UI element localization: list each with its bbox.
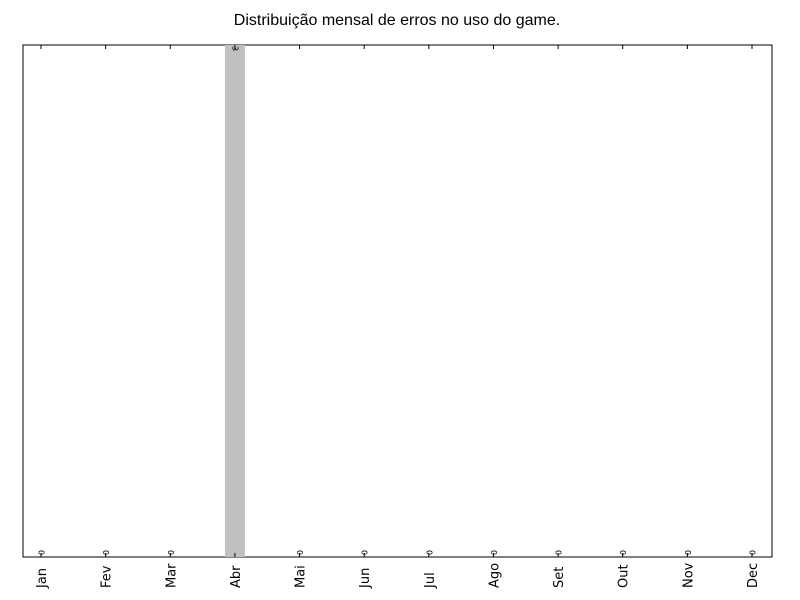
x-tick-label: Jan — [35, 568, 50, 589]
x-tick-label: Mar — [164, 563, 179, 588]
plot-area — [22, 44, 773, 558]
x-tick-label: Jul — [423, 572, 438, 589]
data-label: 0 — [166, 550, 175, 555]
data-label: 0 — [37, 550, 46, 555]
data-label: 0 — [618, 550, 627, 555]
data-label: 0 — [424, 550, 433, 555]
x-tick-label: Mai — [294, 565, 309, 588]
x-tick-label: Abr — [229, 565, 244, 588]
x-tick-label: Ago — [487, 563, 502, 588]
data-label: 0 — [683, 550, 692, 555]
data-label: 0 — [101, 550, 110, 555]
data-label: 0 — [360, 550, 369, 555]
data-label: 0 — [554, 550, 563, 555]
x-tick-label: Out — [617, 564, 632, 588]
bar-abr — [224, 45, 245, 557]
data-label: 3 — [230, 46, 239, 51]
chart-title: Distribuição mensal de erros no uso do g… — [233, 12, 561, 29]
x-tick-label: Jun — [358, 568, 373, 589]
x-tick-label: Nov — [681, 562, 696, 588]
x-tick-label: Fev — [100, 565, 115, 588]
data-label: 0 — [489, 550, 498, 555]
data-label: 0 — [295, 550, 304, 555]
x-tick-label: Dec — [746, 563, 761, 588]
x-tick-label: Set — [552, 567, 567, 588]
data-label: 0 — [748, 550, 757, 555]
